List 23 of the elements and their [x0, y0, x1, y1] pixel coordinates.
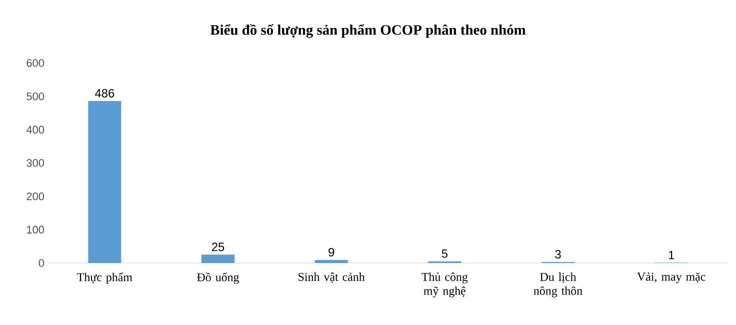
y-tick-label: 0 [38, 259, 44, 267]
y-tick-label: 100 [27, 226, 44, 234]
y-tick-label: 300 [26, 159, 44, 167]
y-tick-label: 200 [26, 192, 44, 200]
data-label: 9 [328, 248, 334, 256]
data-label: 25 [212, 242, 224, 252]
x-tick-label: Vải, may mặc [637, 272, 706, 284]
chart-title: Biểu đồ số lượng sản phẩm OCOP phân theo nhóm [210, 24, 526, 38]
x-tick-label: Thủ công mỹ nghệ [422, 272, 468, 298]
x-tick-label: Đồ uống [197, 272, 240, 284]
y-tick-label: 400 [26, 126, 44, 134]
data-label: 1 [668, 250, 674, 260]
data-label: 486 [94, 89, 114, 98]
x-tick-label: Thực phẩm [77, 272, 132, 284]
y-tick-label: 600 [26, 59, 44, 67]
data-label: 5 [442, 249, 448, 258]
bar [314, 260, 348, 263]
bar [202, 254, 235, 263]
data-label: 3 [555, 250, 561, 258]
x-tick-label: Sinh vật cảnh [298, 272, 365, 283]
x-tick-label: Du lịch nông thôn [534, 272, 582, 298]
y-tick-label: 500 [26, 92, 44, 100]
bar [88, 101, 122, 263]
